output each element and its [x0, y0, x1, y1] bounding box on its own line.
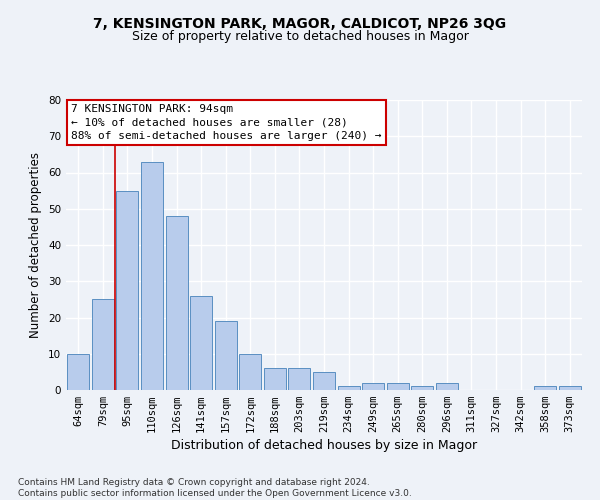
Bar	[67, 354, 89, 390]
Bar	[411, 386, 433, 390]
Bar	[436, 383, 458, 390]
Bar	[141, 162, 163, 390]
Bar	[166, 216, 188, 390]
Bar	[338, 386, 359, 390]
Bar	[116, 190, 139, 390]
X-axis label: Distribution of detached houses by size in Magor: Distribution of detached houses by size …	[171, 440, 477, 452]
Bar	[190, 296, 212, 390]
Bar	[215, 321, 237, 390]
Text: 7, KENSINGTON PARK, MAGOR, CALDICOT, NP26 3QG: 7, KENSINGTON PARK, MAGOR, CALDICOT, NP2…	[94, 18, 506, 32]
Bar	[264, 368, 286, 390]
Bar	[362, 383, 384, 390]
Bar	[559, 386, 581, 390]
Bar	[289, 368, 310, 390]
Bar	[386, 383, 409, 390]
Y-axis label: Number of detached properties: Number of detached properties	[29, 152, 43, 338]
Bar	[239, 354, 262, 390]
Bar	[92, 300, 114, 390]
Text: Size of property relative to detached houses in Magor: Size of property relative to detached ho…	[131, 30, 469, 43]
Text: 7 KENSINGTON PARK: 94sqm
← 10% of detached houses are smaller (28)
88% of semi-d: 7 KENSINGTON PARK: 94sqm ← 10% of detach…	[71, 104, 382, 141]
Bar	[313, 372, 335, 390]
Text: Contains HM Land Registry data © Crown copyright and database right 2024.
Contai: Contains HM Land Registry data © Crown c…	[18, 478, 412, 498]
Bar	[534, 386, 556, 390]
